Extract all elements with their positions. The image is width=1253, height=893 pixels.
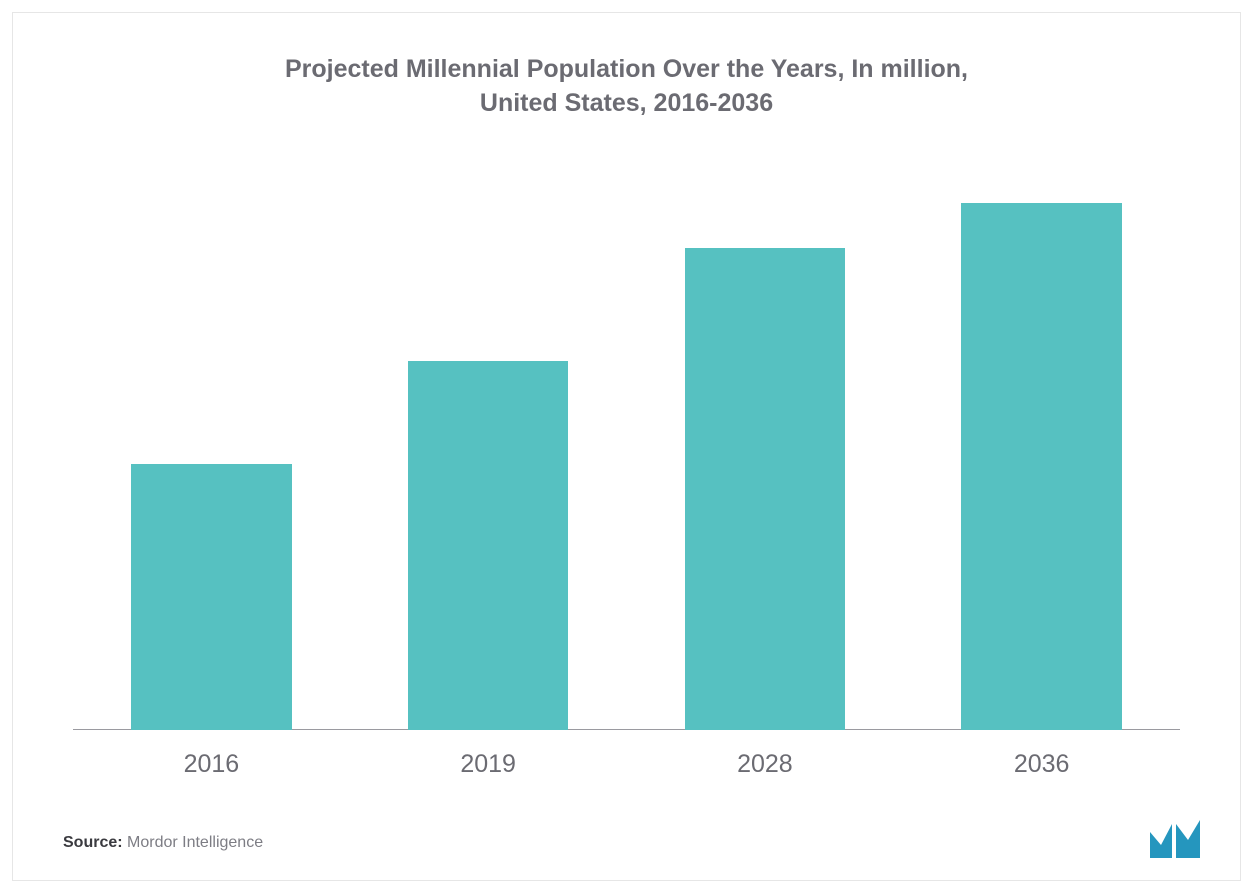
bar-2019 xyxy=(408,361,569,730)
mordor-logo-icon xyxy=(1150,820,1205,858)
source-value: Mordor Intelligence xyxy=(127,834,263,851)
x-axis-labels: 2016 2019 2028 2036 xyxy=(73,750,1180,790)
plot-area xyxy=(73,163,1180,730)
source-label: Source: xyxy=(63,834,127,851)
chart-title: Projected Millennial Population Over the… xyxy=(13,53,1240,121)
x-label-2036: 2036 xyxy=(1014,750,1070,779)
source-line: Source: Mordor Intelligence xyxy=(63,834,263,852)
chart-container: Projected Millennial Population Over the… xyxy=(12,12,1241,881)
bar-2016 xyxy=(131,464,292,730)
chart-title-line2: United States, 2016-2036 xyxy=(13,87,1240,121)
x-label-2019: 2019 xyxy=(460,750,516,779)
x-label-2028: 2028 xyxy=(737,750,793,779)
bar-2036 xyxy=(961,203,1122,730)
bar-2028 xyxy=(685,248,846,730)
chart-title-line1: Projected Millennial Population Over the… xyxy=(13,53,1240,87)
x-label-2016: 2016 xyxy=(184,750,240,779)
